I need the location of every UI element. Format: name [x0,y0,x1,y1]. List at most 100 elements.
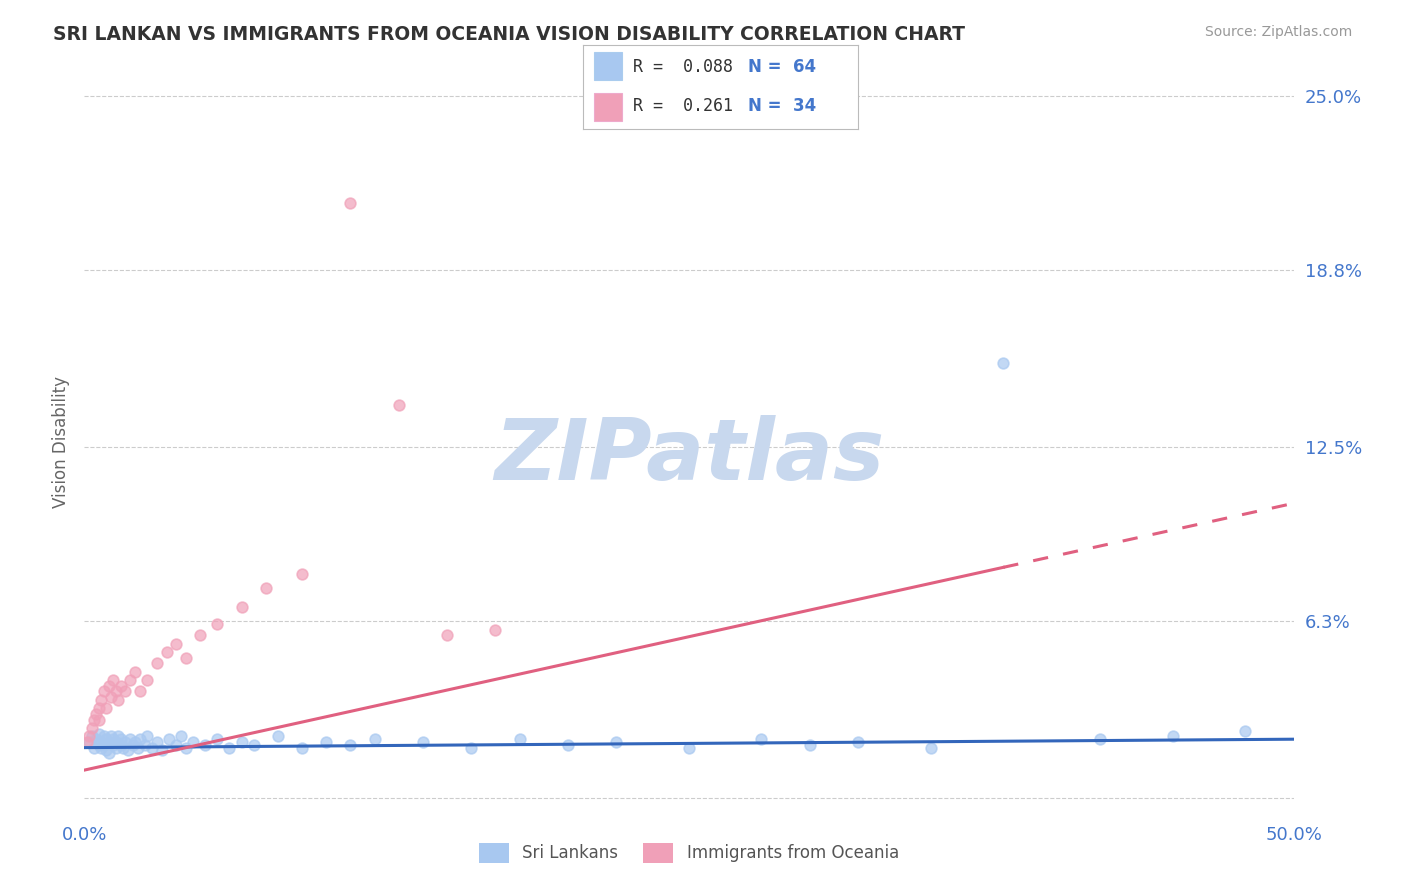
Point [1088,732,1111,747]
Point [104,740,127,755]
FancyBboxPatch shape [595,53,621,80]
Point [194,738,217,752]
Point [83,740,105,755]
Point [181,735,204,749]
Point [87,726,110,740]
Point [104,684,127,698]
Point [436,628,458,642]
Point [120,673,142,688]
Point [315,735,337,749]
FancyBboxPatch shape [595,93,621,120]
Point [77,735,100,749]
Point [509,732,531,747]
Point [846,735,869,749]
Point [90,740,112,755]
Point [97,735,120,749]
Point [170,730,193,744]
Point [799,738,821,752]
Point [678,740,700,755]
Point [920,740,942,755]
Point [94,732,117,747]
Point [1161,730,1184,744]
Point [127,740,149,755]
Point [87,738,110,752]
Point [751,732,773,747]
Point [993,356,1015,370]
Point [114,735,136,749]
Point [114,684,136,698]
Legend: Sri Lankans, Immigrants from Oceania: Sri Lankans, Immigrants from Oceania [472,837,905,869]
Point [110,732,132,747]
Point [136,730,159,744]
Point [117,743,139,757]
Point [100,690,122,704]
Point [460,740,482,755]
Point [80,730,103,744]
Point [231,735,253,749]
Point [231,600,253,615]
Point [129,732,152,747]
Text: R =  0.261: R = 0.261 [633,96,733,114]
Point [267,730,290,744]
Point [218,740,240,755]
Text: Source: ZipAtlas.com: Source: ZipAtlas.com [1205,25,1353,39]
Point [110,679,132,693]
Point [136,673,159,688]
Point [103,738,125,752]
Point [86,732,108,747]
Y-axis label: Vision Disability: Vision Disability [52,376,70,508]
Point [291,566,314,581]
Point [150,743,173,757]
Point [146,657,169,671]
Point [90,735,112,749]
Point [103,673,125,688]
Point [93,730,115,744]
Point [120,732,142,747]
Point [80,721,103,735]
Point [94,701,117,715]
Point [141,740,163,755]
Point [174,650,197,665]
Point [484,623,506,637]
Point [207,732,229,747]
Point [291,740,314,755]
Point [97,746,120,760]
Point [165,738,187,752]
Point [90,693,112,707]
Point [129,684,152,698]
Text: R =  0.088: R = 0.088 [633,58,733,76]
Point [93,684,115,698]
Point [242,738,264,752]
Point [1234,723,1257,738]
Point [207,617,229,632]
Point [388,398,411,412]
Point [112,740,135,755]
Point [110,738,132,752]
Point [146,735,169,749]
Point [97,679,120,693]
Point [93,738,115,752]
Point [104,735,127,749]
Point [412,735,434,749]
Point [94,743,117,757]
Point [155,645,177,659]
Point [165,637,187,651]
Text: N =  34: N = 34 [748,96,817,114]
Text: SRI LANKAN VS IMMIGRANTS FROM OCEANIA VISION DISABILITY CORRELATION CHART: SRI LANKAN VS IMMIGRANTS FROM OCEANIA VI… [53,25,966,44]
Point [87,701,110,715]
Point [77,730,100,744]
Point [124,665,146,679]
Point [76,735,98,749]
Point [107,730,129,744]
Point [363,732,385,747]
Point [103,732,125,747]
Point [86,706,108,721]
Point [254,581,277,595]
Point [605,735,627,749]
Point [174,740,197,755]
Point [87,713,110,727]
Point [124,735,146,749]
Point [134,738,156,752]
Point [107,693,129,707]
Text: N =  64: N = 64 [748,58,815,76]
